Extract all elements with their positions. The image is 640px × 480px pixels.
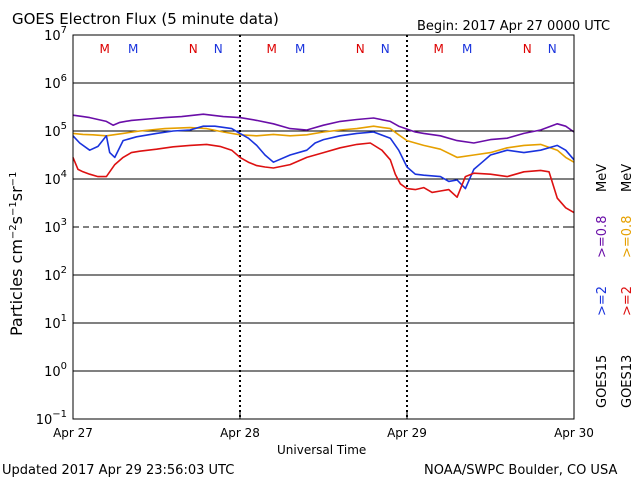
y-tick-label: 104 — [44, 169, 67, 188]
marker-letter: M — [295, 42, 305, 56]
x-axis-label: Universal Time — [277, 443, 366, 457]
y-tick-label: 107 — [44, 25, 67, 44]
legend-entry-b: >=0.8 — [620, 216, 635, 258]
y-axis-label: Particles cm−2s−1sr−1 — [7, 172, 26, 336]
y-tick-label: 10−1 — [36, 409, 67, 428]
marker-letter: M — [128, 42, 138, 56]
marker-letter: M — [462, 42, 472, 56]
legend-entry-a: >=2 — [595, 286, 610, 316]
y-tick-label: 100 — [44, 361, 67, 380]
chart-title: GOES Electron Flux (5 minute data) — [12, 10, 279, 28]
plot-frame — [72, 34, 575, 420]
marker-letter: N — [548, 42, 557, 56]
series-line-1 — [72, 125, 575, 163]
y-tick-label: 102 — [44, 265, 67, 284]
marker-letter: N — [381, 42, 390, 56]
legend-group-label: GOES15 — [595, 355, 610, 408]
marker-letter: M — [267, 42, 277, 56]
marker-letter: N — [356, 42, 365, 56]
x-tick-label: Apr 28 — [220, 426, 260, 440]
series-line-2 — [72, 125, 575, 190]
y-tick-label: 103 — [44, 217, 67, 236]
legend-unit: MeV — [595, 164, 610, 192]
legend-entry-a: >=2 — [620, 286, 635, 316]
footer-credit: NOAA/SWPC Boulder, CO USA — [424, 463, 617, 478]
x-tick-label: Apr 29 — [387, 426, 427, 440]
legend-group-label: GOES13 — [620, 355, 635, 408]
x-tick-label: Apr 30 — [554, 426, 594, 440]
marker-letter: M — [100, 42, 110, 56]
legend-entry-b: >=0.8 — [595, 216, 610, 258]
y-tick-label: 101 — [44, 313, 67, 332]
series-line-0 — [72, 113, 575, 144]
x-tick-label: Apr 27 — [53, 426, 93, 440]
y-tick-label: 106 — [44, 73, 67, 92]
marker-letter: N — [523, 42, 532, 56]
y-tick-label: 105 — [44, 121, 67, 140]
marker-letter: M — [434, 42, 444, 56]
marker-letter: N — [214, 42, 223, 56]
legend-unit: MeV — [620, 164, 635, 192]
series-line-3 — [72, 142, 575, 214]
marker-letter: N — [189, 42, 198, 56]
begin-label: Begin: 2017 Apr 27 0000 UTC — [417, 19, 610, 34]
footer-updated: Updated 2017 Apr 29 23:56:03 UTC — [2, 463, 234, 478]
